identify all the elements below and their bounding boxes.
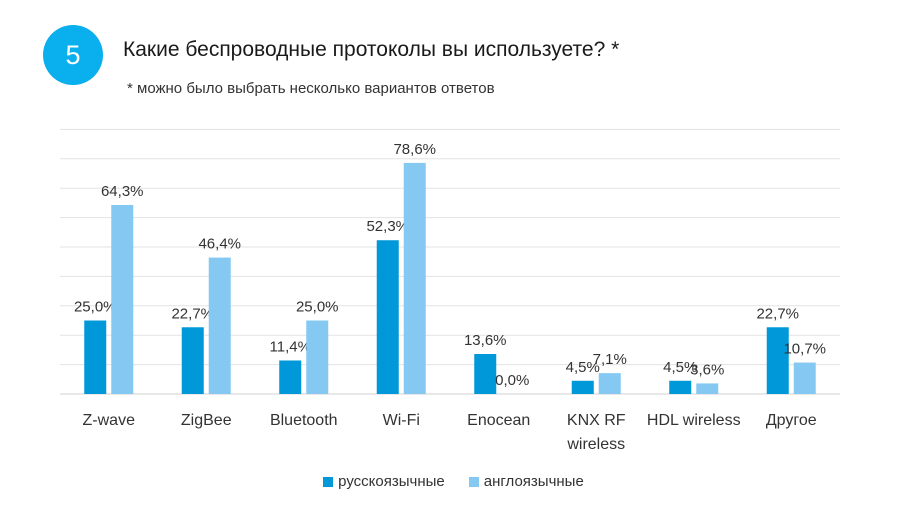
legend-label: англоязычные [483,473,584,490]
bar-russian [474,354,497,394]
legend-swatch-english [468,476,479,487]
data-label: 0,0% [495,372,529,389]
legend-item-english: англоязычные [468,473,584,490]
bar-russian [376,240,399,394]
category-label: Enocean [467,412,530,429]
data-label: 13,6% [464,332,507,349]
legend-item-russian: русскоязычные [323,473,445,490]
bar-russian [669,380,692,394]
category-label: KNX RF [567,412,626,429]
data-label: 22,7% [756,305,799,322]
data-label: 22,7% [171,305,214,322]
bar-russian [181,327,204,394]
bar-english [598,373,621,394]
data-label: 7,1% [593,351,627,368]
category-label: Z-wave [83,412,136,429]
bar-russian [279,360,302,394]
data-label: 52,3% [366,218,409,235]
category-label: ZigBee [181,412,232,429]
bar-english [306,320,329,394]
category-label: Другое [766,412,817,429]
data-label: 64,3% [101,183,144,200]
data-label: 25,0% [74,299,117,316]
bar-english [208,257,231,394]
category-label: Bluetooth [270,412,338,429]
bar-russian [766,327,789,394]
data-label: 4,5% [566,359,600,376]
category-label: HDL wireless [647,412,741,429]
bar-russian [84,320,107,394]
data-label: 3,6% [690,361,724,378]
question-title: Какие беспроводные протоколы вы использу… [123,38,620,61]
legend: русскоязычные англоязычные [0,473,907,490]
bar-russian [571,380,594,394]
category-label: Wi-Fi [383,412,420,429]
data-label: 25,0% [296,299,339,316]
data-label: 4,5% [663,359,697,376]
category-label: wireless [566,436,625,453]
bar-chart: 25,0% 64,3% Z-wave 22,7% 46,4% ZigBee 11,4% 25,… [60,128,840,453]
legend-label: русскоязычные [338,473,445,490]
data-label: 10,7% [783,341,826,358]
legend-swatch-russian [323,476,334,487]
bar-english [111,204,134,394]
bar-english [696,383,719,394]
data-label: 11,4% [270,338,311,355]
bar-english [793,362,816,394]
bar-english [403,162,426,394]
data-label: 78,6% [393,141,436,158]
question-note: * можно было выбрать несколько вариантов… [127,80,495,97]
data-label: 46,4% [198,236,241,253]
question-number-badge: 5 [43,25,103,85]
